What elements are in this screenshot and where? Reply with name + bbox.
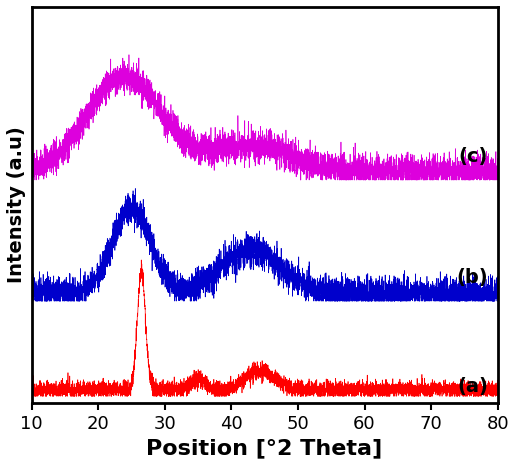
Text: (b): (b) bbox=[456, 268, 488, 287]
X-axis label: Position [°2 Theta]: Position [°2 Theta] bbox=[147, 438, 383, 458]
Text: (c): (c) bbox=[458, 146, 488, 166]
Y-axis label: Intensity (a.u): Intensity (a.u) bbox=[7, 126, 26, 283]
Text: (a): (a) bbox=[457, 377, 488, 396]
